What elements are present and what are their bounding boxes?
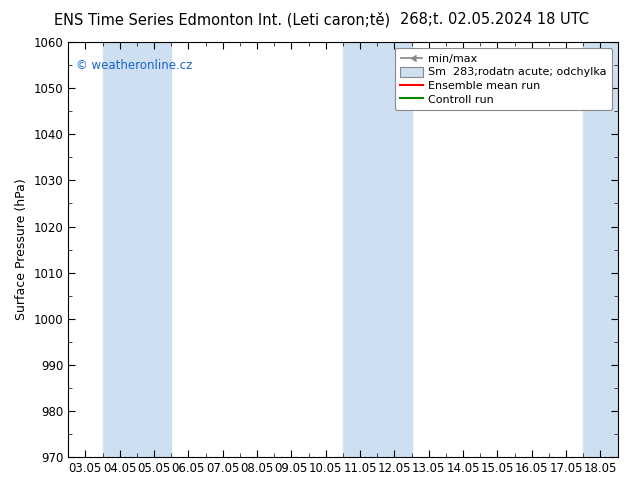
Text: © weatheronline.cz: © weatheronline.cz xyxy=(77,59,193,72)
Text: ENS Time Series Edmonton Int. (Leti caron;tě): ENS Time Series Edmonton Int. (Leti caro… xyxy=(54,12,390,28)
Bar xyxy=(343,42,411,457)
Y-axis label: Surface Pressure (hPa): Surface Pressure (hPa) xyxy=(15,179,28,320)
Text: 268;t. 02.05.2024 18 UTC: 268;t. 02.05.2024 18 UTC xyxy=(400,12,589,27)
Legend: min/max, Sm  283;rodatn acute; odchylka, Ensemble mean run, Controll run: min/max, Sm 283;rodatn acute; odchylka, … xyxy=(395,48,612,110)
Bar xyxy=(103,42,171,457)
Bar xyxy=(583,42,618,457)
